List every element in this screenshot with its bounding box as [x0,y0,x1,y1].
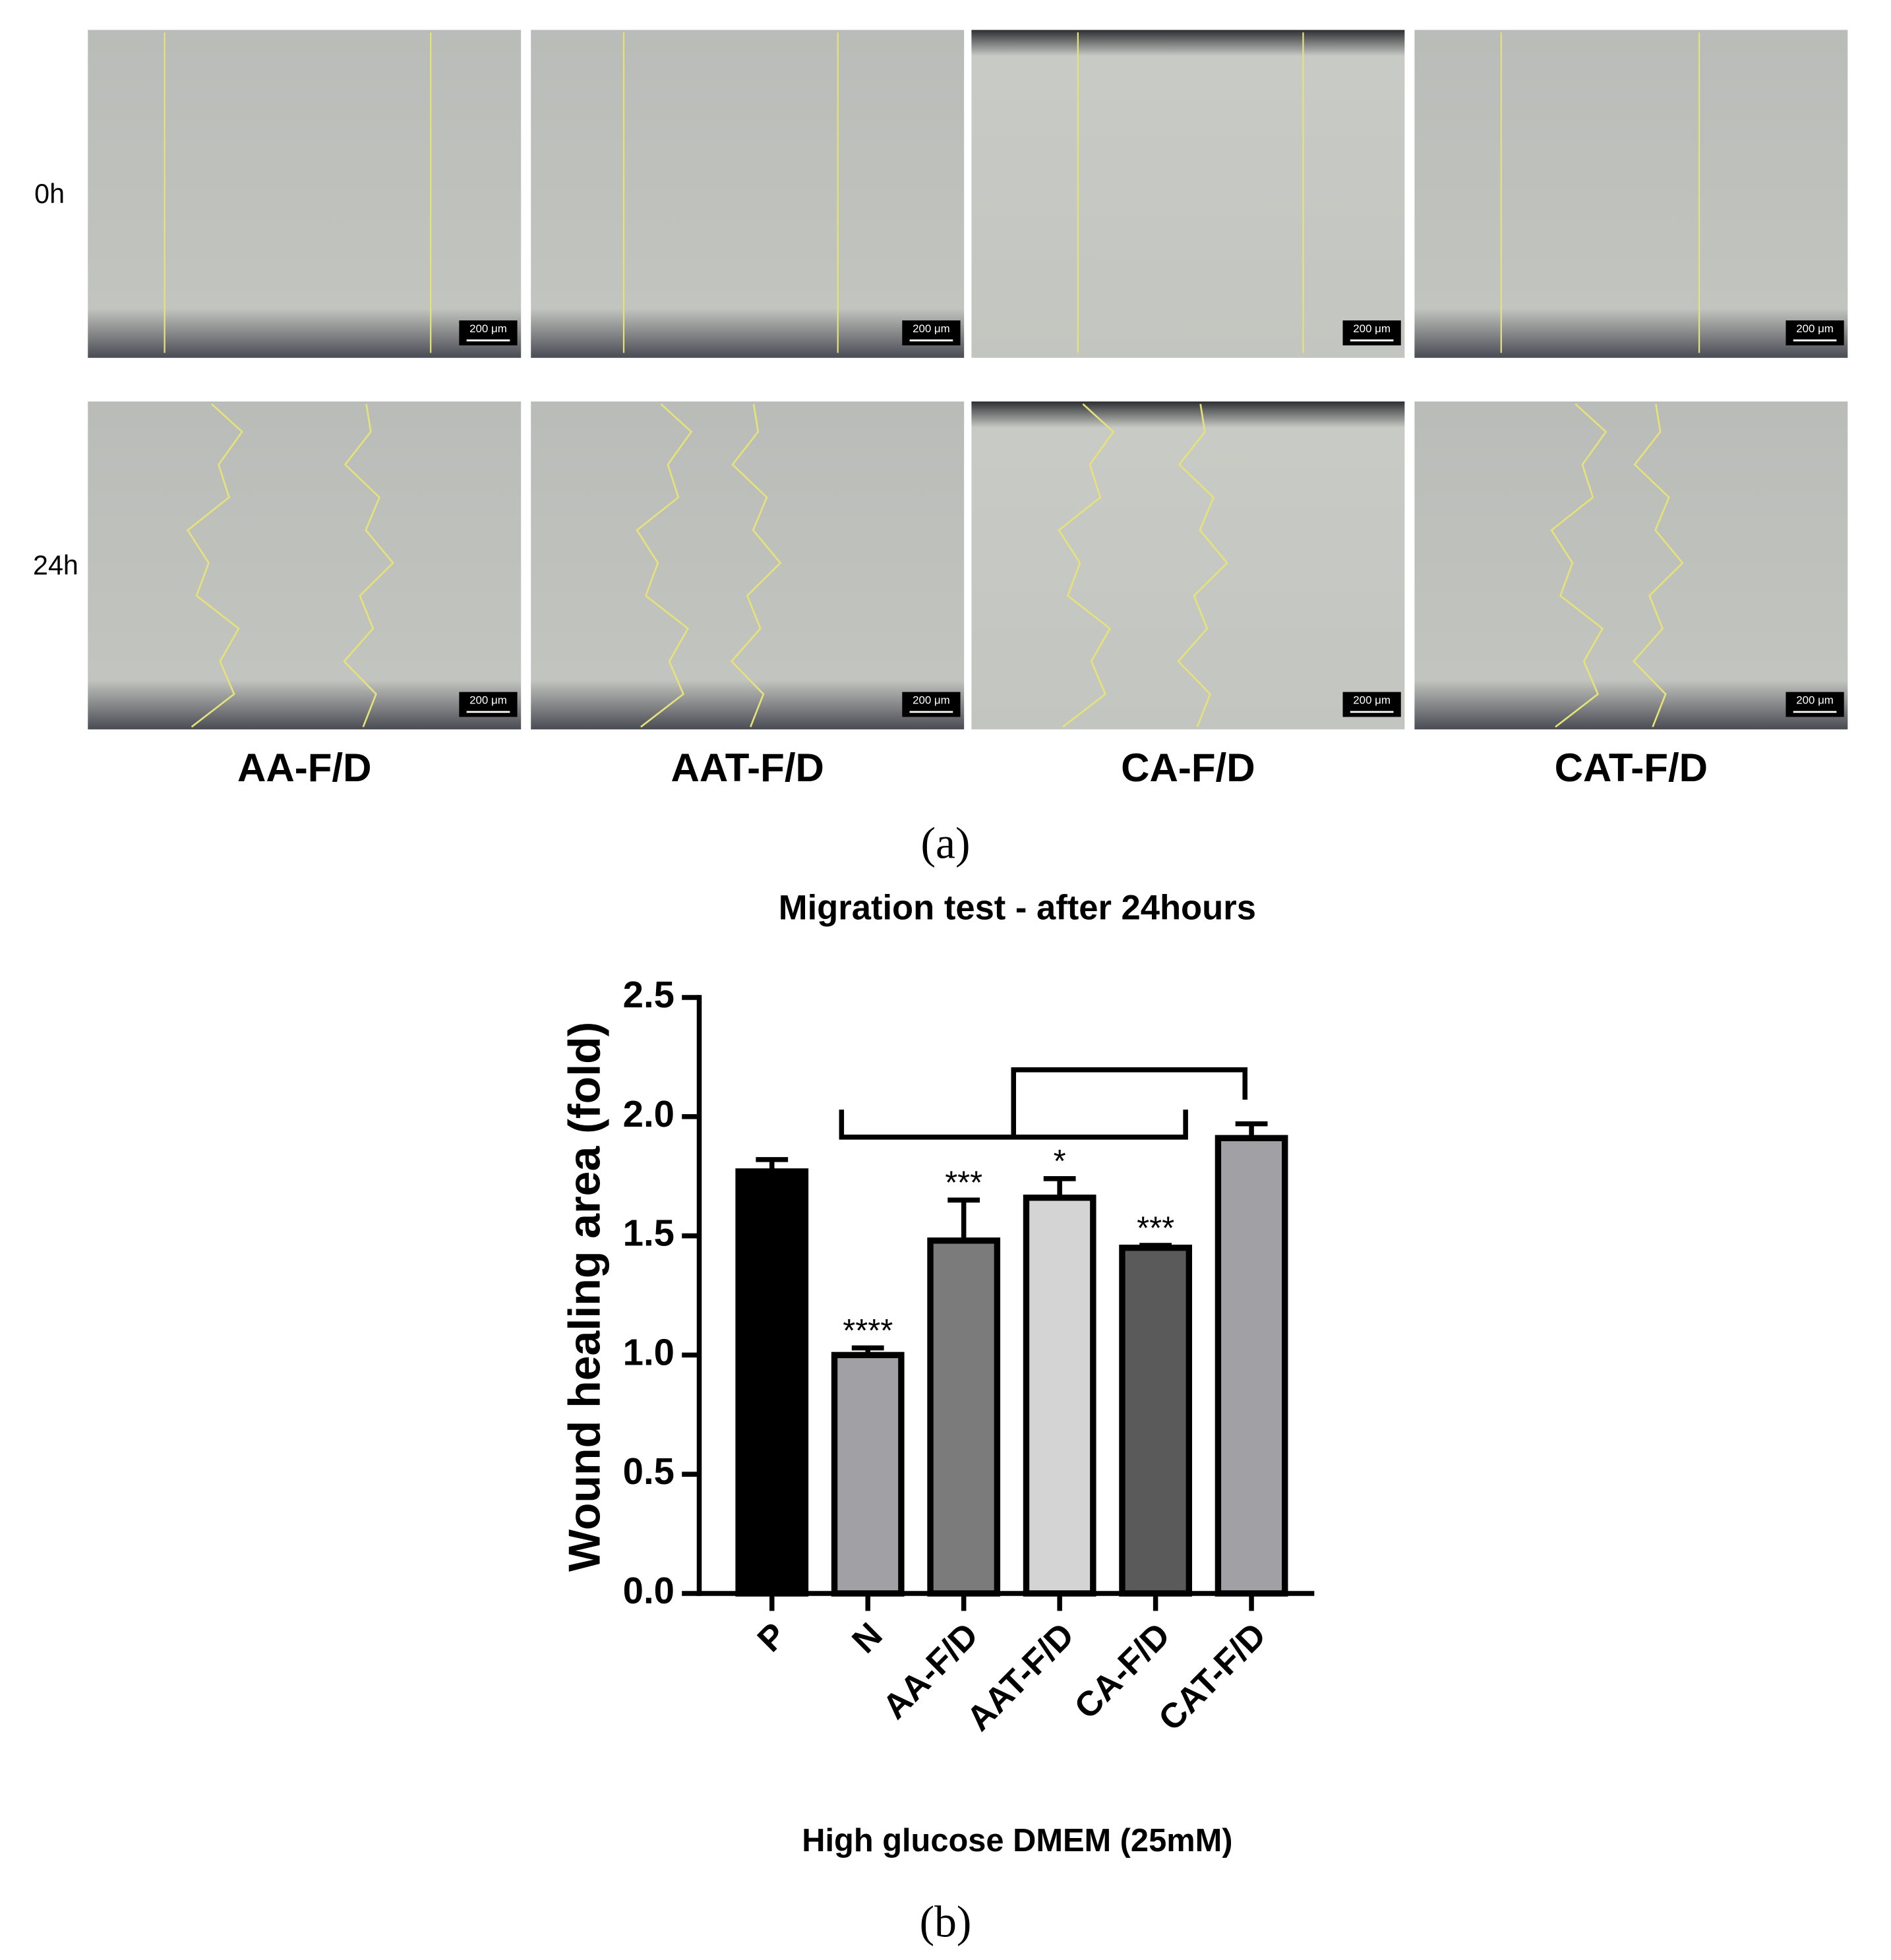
micrograph [531,401,965,730]
row-label: 0h [34,178,65,209]
column-label: AA-F/D [237,745,371,790]
row-label: 24h [33,549,78,580]
micrograph [88,30,522,358]
scale-bar-label: 200 μm [913,322,950,335]
bar [831,1351,905,1597]
wound-edge [636,403,693,728]
comparison-bracket [839,1067,1247,1140]
micrograph [1414,401,1848,730]
micrograph [88,401,522,730]
scale-bar-label: 200 μm [1796,322,1834,335]
x-axis-title: High glucose DMEM (25mM) [802,1823,1232,1858]
scale-bar-label: 200 μm [469,694,507,706]
significance-label: *** [1137,1210,1174,1246]
wound-edge [343,403,394,728]
wound-edge [1550,403,1607,728]
scale-bar-label: 200 μm [1353,322,1391,335]
micrograph [531,30,965,358]
micrograph [1414,30,1848,358]
bar [1023,1194,1096,1597]
y-tick-label: 1.0 [623,1331,675,1373]
scale-bar-label: 200 μm [469,322,507,335]
scale-bar-label: 200 μm [913,694,950,706]
x-tick-label: AAT-F/D [959,1615,1081,1738]
significance-label: **** [843,1313,893,1349]
wound-edge [1633,403,1684,728]
chart-title: Migration test - after 24hours [779,888,1256,927]
micrograph [971,30,1405,358]
bar [1119,1244,1192,1597]
x-tick-label: CAT-F/D [1151,1615,1273,1738]
bar [927,1237,1001,1597]
y-tick-label: 1.5 [623,1212,675,1253]
wound-edge [1058,403,1115,728]
wound-edge [1177,403,1228,728]
column-label: CA-F/D [1121,745,1255,790]
y-axis-title: Wound healing area (fold) [560,1022,610,1572]
panel-label: (b) [920,1897,972,1946]
wound-edge [186,403,243,728]
y-tick-label: 0.0 [623,1570,675,1611]
bar [735,1168,809,1597]
x-tick-label: P [750,1615,794,1659]
panel-label: (a) [921,818,971,868]
micrograph-grid: 0h 24h AA-F/D 200 μm 200 μm AAT-F/D 200 μm 200 … [33,30,1848,790]
column-label: CAT-F/D [1555,745,1708,790]
column-label: AAT-F/D [671,745,824,790]
significance-label: *** [945,1165,982,1201]
bar [1215,1135,1288,1597]
x-tick-label: N [845,1615,889,1661]
wound-edge [730,403,782,728]
y-tick-label: 2.0 [623,1093,675,1135]
y-tick-label: 2.5 [623,974,675,1015]
micrograph [971,401,1405,730]
bar-chart: 0.00.51.01.52.02.5P****N***AA-F/D*AAT-F/… [623,974,1315,1738]
scale-bar-label: 200 μm [1796,694,1834,706]
significance-label: * [1054,1144,1066,1179]
y-tick-label: 0.5 [623,1450,675,1492]
scale-bar-label: 200 μm [1353,694,1391,706]
